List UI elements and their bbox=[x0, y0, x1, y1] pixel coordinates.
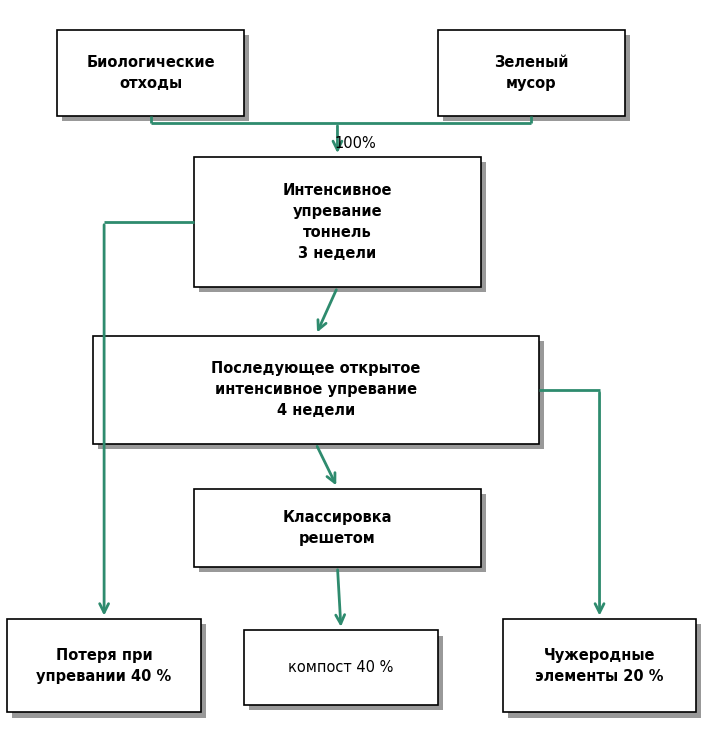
Text: Чужеродные
элементы 20 %: Чужеродные элементы 20 % bbox=[536, 648, 663, 684]
FancyBboxPatch shape bbox=[438, 30, 625, 116]
Text: Потеря при
упревании 40 %: Потеря при упревании 40 % bbox=[37, 648, 172, 684]
Text: Биологические
отходы: Биологические отходы bbox=[86, 54, 215, 91]
FancyBboxPatch shape bbox=[62, 35, 249, 121]
FancyBboxPatch shape bbox=[194, 489, 481, 567]
Text: компост 40 %: компост 40 % bbox=[289, 660, 393, 675]
FancyBboxPatch shape bbox=[93, 336, 538, 444]
FancyBboxPatch shape bbox=[199, 494, 486, 572]
Text: Последующее открытое
интенсивное упревание
4 недели: Последующее открытое интенсивное упреван… bbox=[211, 361, 421, 419]
Text: Зеленый
мусор: Зеленый мусор bbox=[494, 54, 569, 91]
FancyBboxPatch shape bbox=[98, 341, 544, 449]
FancyBboxPatch shape bbox=[7, 619, 201, 712]
FancyBboxPatch shape bbox=[57, 30, 244, 116]
FancyBboxPatch shape bbox=[12, 624, 206, 718]
FancyBboxPatch shape bbox=[249, 636, 443, 710]
FancyBboxPatch shape bbox=[244, 630, 438, 705]
FancyBboxPatch shape bbox=[508, 624, 701, 718]
FancyBboxPatch shape bbox=[503, 619, 696, 712]
Text: Классировка
решетом: Классировка решетом bbox=[283, 510, 392, 546]
FancyBboxPatch shape bbox=[194, 157, 481, 287]
FancyBboxPatch shape bbox=[199, 162, 486, 292]
Text: Интенсивное
упревание
тоннель
3 недели: Интенсивное упревание тоннель 3 недели bbox=[283, 183, 392, 261]
Text: 100%: 100% bbox=[335, 136, 376, 151]
FancyBboxPatch shape bbox=[443, 35, 630, 121]
